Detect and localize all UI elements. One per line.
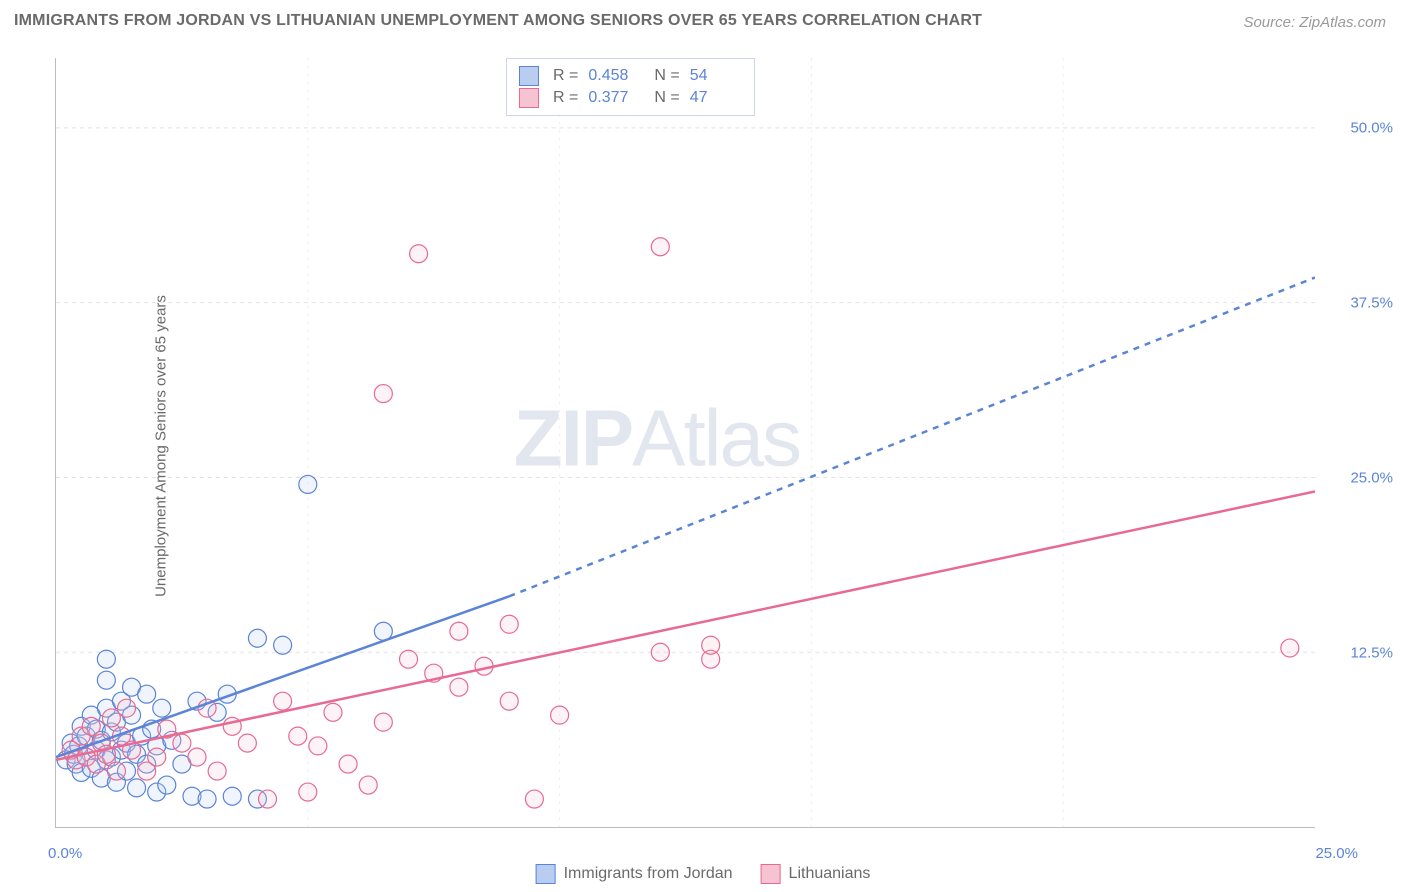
point-lithuanian — [173, 734, 191, 752]
point-lithuanian — [651, 643, 669, 661]
stat-label: N = — [654, 89, 679, 107]
x-axis-max-label: 25.0% — [1315, 845, 1358, 862]
trend-line — [56, 491, 1315, 759]
legend-stat-row: R = 0.377 N = 47 — [519, 88, 742, 108]
y-tick-label: 25.0% — [1350, 470, 1393, 487]
point-jordan — [274, 636, 292, 654]
y-tick-label: 37.5% — [1350, 295, 1393, 312]
point-lithuanian — [148, 748, 166, 766]
swatch-icon — [761, 864, 781, 884]
swatch-icon — [536, 864, 556, 884]
legend-label: Immigrants from Jordan — [564, 865, 733, 883]
legend-stat-row: R = 0.458 N = 54 — [519, 66, 742, 86]
legend-item-lithuanians: Lithuanians — [761, 864, 871, 884]
point-lithuanian — [500, 615, 518, 633]
point-lithuanian — [400, 650, 418, 668]
point-lithuanian — [238, 734, 256, 752]
point-lithuanian — [118, 699, 136, 717]
point-jordan — [299, 475, 317, 493]
legend-item-jordan: Immigrants from Jordan — [536, 864, 733, 884]
point-lithuanian — [299, 783, 317, 801]
point-jordan — [223, 787, 241, 805]
swatch-icon — [519, 88, 539, 108]
plot-area: ZIPAtlas 12.5%25.0%37.5%50.0% R =0.458N … — [55, 58, 1315, 828]
point-lithuanian — [339, 755, 357, 773]
legend-label: Lithuanians — [789, 865, 871, 883]
chart-title: IMMIGRANTS FROM JORDAN VS LITHUANIAN UNE… — [14, 12, 982, 30]
point-jordan — [97, 650, 115, 668]
point-jordan — [128, 779, 146, 797]
stat-label: R = — [553, 67, 578, 85]
stat-value: 0.377 — [588, 89, 640, 107]
point-lithuanian — [82, 717, 100, 735]
stat-label: N = — [654, 67, 679, 85]
point-lithuanian — [107, 762, 125, 780]
point-lithuanian — [551, 706, 569, 724]
point-jordan — [153, 699, 171, 717]
swatch-icon — [519, 66, 539, 86]
source-attribution: Source: ZipAtlas.com — [1243, 14, 1386, 31]
point-jordan — [97, 671, 115, 689]
point-lithuanian — [274, 692, 292, 710]
stat-value: 47 — [690, 89, 742, 107]
point-lithuanian — [374, 713, 392, 731]
point-jordan — [198, 790, 216, 808]
point-lithuanian — [410, 245, 428, 263]
point-jordan — [158, 776, 176, 794]
series-legend: Immigrants from Jordan Lithuanians — [536, 864, 871, 884]
point-lithuanian — [450, 622, 468, 640]
point-lithuanian — [309, 737, 327, 755]
point-lithuanian — [500, 692, 518, 710]
point-lithuanian — [374, 385, 392, 403]
scatter-plot — [56, 58, 1315, 827]
point-lithuanian — [259, 790, 277, 808]
stat-label: R = — [553, 89, 578, 107]
stat-value: 54 — [690, 67, 742, 85]
x-axis-min-label: 0.0% — [48, 845, 82, 862]
y-tick-label: 50.0% — [1350, 120, 1393, 137]
point-lithuanian — [359, 776, 377, 794]
point-lithuanian — [1281, 639, 1299, 657]
point-lithuanian — [188, 748, 206, 766]
correlation-legend: R = 0.458 N = 54 R = 0.377 N = 47 — [506, 58, 755, 116]
point-lithuanian — [208, 762, 226, 780]
stat-value: 0.458 — [588, 67, 640, 85]
y-tick-label: 12.5% — [1350, 645, 1393, 662]
point-lithuanian — [651, 238, 669, 256]
point-lithuanian — [324, 703, 342, 721]
trend-line — [509, 278, 1315, 597]
point-lithuanian — [702, 636, 720, 654]
point-jordan — [138, 685, 156, 703]
point-jordan — [248, 629, 266, 647]
point-lithuanian — [450, 678, 468, 696]
point-lithuanian — [525, 790, 543, 808]
point-lithuanian — [289, 727, 307, 745]
